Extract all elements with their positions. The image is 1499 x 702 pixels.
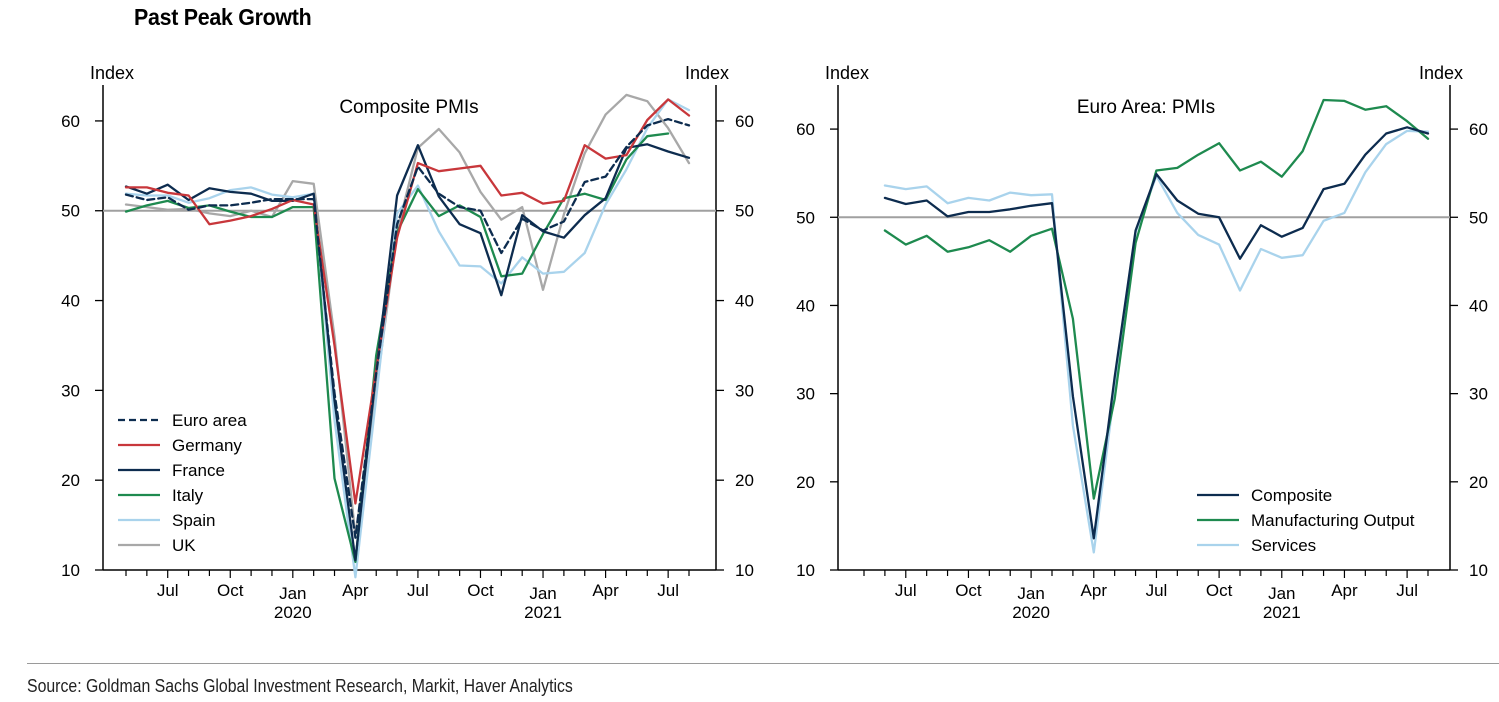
x-year-label: 2021: [524, 603, 562, 622]
x-tick-label: Oct: [467, 581, 494, 600]
y-tick-label-left: 60: [61, 112, 80, 131]
legend-label: Manufacturing Output: [1251, 511, 1415, 530]
x-year-label: 2021: [1263, 603, 1301, 622]
x-tick-label: Jul: [1146, 581, 1168, 600]
x-year-label: 2020: [274, 603, 312, 622]
x-year-label: 2020: [1012, 603, 1050, 622]
legend-label: Spain: [172, 511, 215, 530]
y-tick-label-right: 10: [735, 561, 754, 580]
y-axis-label-right: Index: [1419, 63, 1463, 83]
x-tick-label: Jan: [279, 584, 306, 603]
x-tick-label: Apr: [592, 581, 619, 600]
y-tick-label-right: 20: [735, 471, 754, 490]
series-line-uk: [124, 93, 691, 538]
y-tick-label-left: 20: [796, 473, 815, 492]
legend-label: Euro area: [172, 411, 247, 430]
y-tick-label-right: 20: [1469, 473, 1488, 492]
y-tick-label-left: 30: [61, 381, 80, 400]
source-divider: [27, 663, 1499, 664]
y-tick-label-left: 50: [61, 202, 80, 221]
legend-label: Composite: [1251, 486, 1332, 505]
y-tick-label-right: 40: [1469, 296, 1488, 315]
page-title: Past Peak Growth: [134, 4, 312, 30]
legend-label: UK: [172, 536, 196, 555]
y-tick-label-right: 30: [735, 381, 754, 400]
series-line-manufacturing-output: [883, 98, 1430, 500]
x-tick-label: Jul: [657, 581, 679, 600]
y-tick-label-left: 30: [796, 385, 815, 404]
x-tick-label: Jan: [1017, 584, 1044, 603]
y-tick-label-right: 50: [1469, 208, 1488, 227]
y-axis-label-left: Index: [825, 63, 869, 83]
legend-label: France: [172, 461, 225, 480]
series-line-germany: [124, 98, 691, 505]
x-tick-label: Jan: [529, 584, 556, 603]
y-tick-label-left: 20: [61, 471, 80, 490]
y-axis-label-left: Index: [90, 63, 134, 83]
x-tick-label: Jul: [157, 581, 179, 600]
y-tick-label-right: 40: [735, 292, 754, 311]
x-tick-label: Oct: [1206, 581, 1233, 600]
source-note: Source: Goldman Sachs Global Investment …: [27, 676, 573, 696]
y-tick-label-left: 40: [61, 292, 80, 311]
y-tick-label-left: 10: [61, 561, 80, 580]
y-tick-label-right: 60: [1469, 120, 1488, 139]
y-tick-label-left: 40: [796, 296, 815, 315]
x-tick-label: Jul: [1396, 581, 1418, 600]
x-tick-label: Apr: [1331, 581, 1358, 600]
x-tick-label: Jan: [1268, 584, 1295, 603]
y-tick-label-right: 50: [735, 202, 754, 221]
y-tick-label-left: 50: [796, 208, 815, 227]
legend-label: Italy: [172, 486, 204, 505]
x-tick-label: Oct: [955, 581, 982, 600]
y-tick-label-right: 30: [1469, 385, 1488, 404]
legend-label: Services: [1251, 536, 1316, 555]
series-line-france: [124, 143, 691, 562]
y-axis-label-right: Index: [685, 63, 729, 83]
legend-label: Germany: [172, 436, 242, 455]
y-tick-label-right: 10: [1469, 561, 1488, 580]
y-tick-label-right: 60: [735, 112, 754, 131]
x-tick-label: Oct: [217, 581, 244, 600]
y-tick-label-left: 10: [796, 561, 815, 580]
chart-title: Euro Area: PMIs: [1077, 97, 1215, 118]
x-tick-label: Apr: [1081, 581, 1108, 600]
chart-title: Composite PMIs: [339, 97, 478, 118]
series-line-composite: [883, 126, 1430, 540]
x-tick-label: Apr: [342, 581, 369, 600]
series-line-euro-area: [124, 117, 691, 539]
series-line-services: [883, 129, 1430, 554]
x-tick-label: Jul: [407, 581, 429, 600]
y-tick-label-left: 60: [796, 120, 815, 139]
x-tick-label: Jul: [895, 581, 917, 600]
